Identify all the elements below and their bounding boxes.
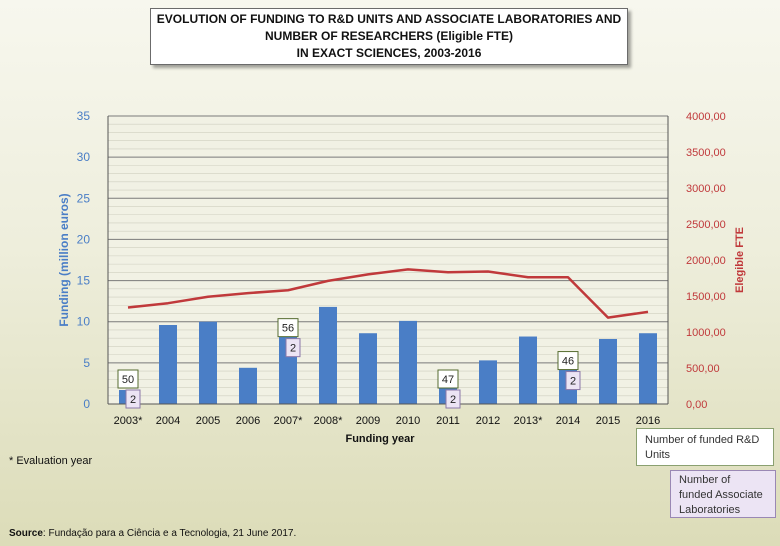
rd-units-label: 47 [442, 374, 454, 386]
bar-2013* [519, 336, 537, 404]
rd-units-label-box [277, 318, 299, 338]
x-tick-label: 2006 [236, 415, 260, 427]
right-axis-ticks: 0,00 500,00 1000,00 1500,00 2000,00 2500,00 30… [686, 111, 726, 411]
y-tick-label: 5 [83, 356, 90, 370]
bar-2016 [639, 333, 657, 404]
assoc-labs-label-box [445, 389, 461, 409]
x-tick-label: 2013* [514, 415, 543, 427]
y-tick-label: 10 [77, 315, 91, 329]
x-tick-label: 2011 [436, 415, 460, 427]
x-axis-ticks: 2003* 2004 2005 2006 2007* 2008* 2009 2010 2011 2… [114, 415, 661, 427]
y-axis-label: Funding (million euros) [57, 193, 71, 326]
assoc-labs-label-box [125, 389, 141, 409]
x-tick-label: 2014 [556, 415, 580, 427]
y2-tick-label: 4000,00 [686, 111, 726, 123]
x-tick-label: 2010 [396, 415, 420, 427]
rd-units-label: 50 [122, 374, 134, 386]
bar-2006 [239, 367, 257, 404]
source-text: : Fundação para a Ciência e a Tecnologia… [42, 528, 297, 539]
y2-tick-label: 3500,00 [686, 147, 726, 159]
y2-tick-label: 1500,00 [686, 291, 726, 303]
x-tick-label: 2003* [114, 415, 143, 427]
bar-2015 [599, 338, 617, 404]
assoc-labs-label-box [565, 371, 581, 391]
rd-units-label: 56 [282, 323, 294, 335]
bar-2008* [319, 306, 337, 404]
chart-title-line-3: IN EXACT SCIENCES, 2003-2016 [296, 46, 482, 60]
x-tick-label: 2007* [274, 415, 303, 427]
chart-title-line-1: EVOLUTION OF FUNDING TO R&D UNITS AND AS… [156, 12, 622, 26]
x-axis-label: Funding year [345, 433, 415, 445]
bar-2012 [479, 360, 497, 404]
left-axis-ticks: 0 5 10 15 20 25 30 35 [77, 109, 91, 411]
y2-tick-label: 2500,00 [686, 219, 726, 231]
x-tick-label: 2012 [476, 415, 500, 427]
x-tick-label: 2015 [596, 415, 620, 427]
y2-tick-label: 1000,00 [686, 327, 726, 339]
assoc-labs-label: 2 [130, 394, 136, 406]
legend-assoc-labs: Number of funded Associate Laboratories [670, 470, 776, 518]
rd-units-label-box [557, 351, 579, 371]
bar-2005 [199, 321, 217, 404]
assoc-labs-label: 2 [450, 394, 456, 406]
rd-units-label-box [437, 369, 459, 389]
bar-2009 [359, 333, 377, 404]
assoc-labs-label: 2 [290, 343, 296, 355]
fte-line [127, 268, 649, 319]
legend-rd-units: Number of funded R&D Units [636, 428, 774, 466]
bar-2004 [159, 325, 177, 404]
source-label: Source [9, 528, 43, 539]
y2-tick-label: 3000,00 [686, 183, 726, 195]
y-tick-label: 35 [77, 109, 91, 123]
assoc-labs-label: 2 [570, 376, 576, 388]
y-tick-label: 20 [77, 232, 91, 246]
line-series [127, 268, 649, 319]
axes [107, 116, 669, 405]
y2-tick-label: 0,00 [686, 399, 707, 411]
rd-units-label: 46 [562, 356, 574, 368]
y2-tick-label: 2000,00 [686, 255, 726, 267]
annotations: 50 2 56 2 47 2 46 2 [117, 318, 581, 409]
y2-axis-label: Elegible FTE [734, 227, 746, 293]
source-note: Source: Fundação para a Ciência e a Tecn… [9, 528, 296, 539]
y-tick-label: 30 [77, 150, 91, 164]
x-tick-label: 2008* [314, 415, 343, 427]
footnote: * Evaluation year [9, 455, 93, 467]
chart-title-line-2: NUMBER OF RESEARCHERS (Eligible FTE) [264, 29, 513, 43]
x-tick-label: 2016 [636, 415, 660, 427]
x-tick-label: 2004 [156, 415, 180, 427]
x-tick-label: 2009 [356, 415, 380, 427]
x-tick-label: 2005 [196, 415, 220, 427]
y-tick-label: 25 [77, 191, 91, 205]
plot-area [108, 116, 668, 404]
chart-title-box: EVOLUTION OF FUNDING TO R&D UNITS AND AS… [150, 8, 628, 65]
bar-2010 [399, 320, 417, 404]
y2-tick-label: 500,00 [686, 363, 720, 375]
y-tick-label: 0 [83, 397, 90, 411]
rd-units-label-box [117, 369, 139, 389]
assoc-labs-label-box [285, 338, 301, 358]
y-tick-label: 15 [77, 274, 91, 288]
